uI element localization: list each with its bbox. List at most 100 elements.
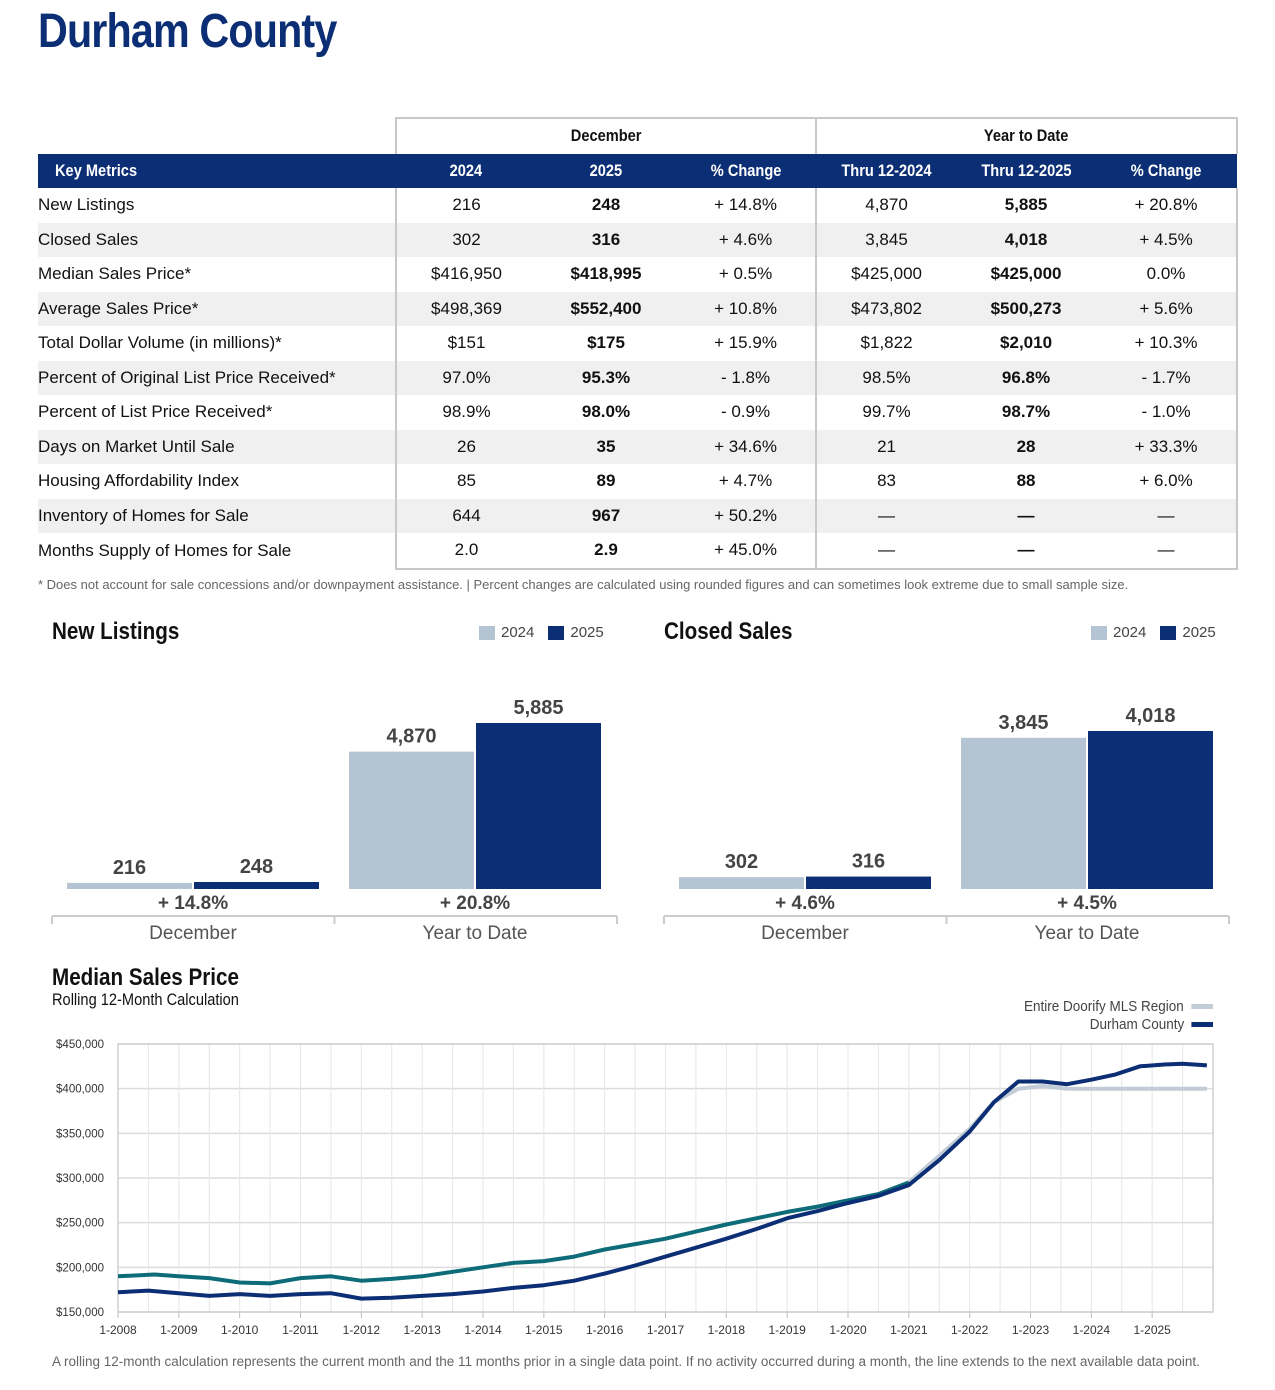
cell-ytd-2025: — (1017, 505, 1035, 525)
cell-ytd-2024: 98.5% (815, 360, 957, 395)
x-tick-label: 1-2022 (951, 1323, 989, 1337)
cell-dec-2024: 302 (395, 222, 536, 257)
bar-2024-1 (349, 751, 474, 889)
bar-2025-0 (194, 882, 319, 889)
metric-name: Median Sales Price* (38, 264, 192, 284)
cell-dec-change: + 34.6% (714, 436, 777, 456)
x-tick-label: 1-2019 (768, 1323, 806, 1337)
x-tick-label: 1-2015 (525, 1323, 563, 1337)
change-label: + 14.8% (158, 893, 228, 914)
cell-dec-change: + 10.8% (714, 298, 777, 318)
cell-dec-change: + 50.2% (714, 505, 777, 525)
cell-ytd-2025: — (956, 533, 1097, 570)
new-listings-legend: 2024 2025 (465, 624, 604, 641)
x-tick-label: 1-2014 (464, 1323, 502, 1337)
cell-ytd-change: — (1096, 498, 1239, 533)
cell-ytd-2024: $473,802 (815, 291, 957, 326)
group-header-ytd: Year to Date (815, 117, 1239, 154)
metric-name: Days on Market Until Sale (38, 436, 235, 456)
x-tick-label: 1-2013 (403, 1323, 441, 1337)
cell-ytd-2024: 4,870 (815, 188, 957, 223)
cell-dec-2024: $151 (395, 326, 536, 361)
metric-name: Inventory of Homes for Sale (38, 505, 249, 525)
category-label: December (149, 923, 237, 944)
rolling-calc-note: A rolling 12-month calculation represent… (52, 1354, 1200, 1369)
legend-county-line (1191, 1022, 1213, 1027)
cell-ytd-change: + 5.6% (1096, 291, 1239, 326)
y-tick-label: $250,000 (56, 1218, 104, 1230)
bar-value-label: 302 (725, 851, 758, 873)
table-row: Total Dollar Volume (in millions)* $151 $1… (38, 326, 1239, 361)
x-tick-label: 1-2024 (1073, 1323, 1111, 1337)
x-tick-label: 1-2020 (829, 1323, 867, 1337)
cell-dec-2025: 2.9 (536, 533, 676, 570)
x-tick-label: 1-2016 (586, 1323, 624, 1337)
table-row: Closed Sales 302 316 + 4.6% 3,845 4,018 + 4.5% (38, 222, 1239, 257)
bar-2025-0 (806, 876, 931, 889)
cell-ytd-2024: 99.7% (815, 395, 957, 430)
bar-value-label: 4,870 (386, 726, 436, 748)
group-header-december: December (394, 117, 817, 154)
x-tick-label: 1-2008 (99, 1323, 137, 1337)
table-footnote: * Does not account for sale concessions … (38, 577, 1129, 592)
x-tick-label: 1-2009 (160, 1323, 198, 1337)
y-tick-label: $300,000 (56, 1173, 104, 1185)
legend-county: Durham County (1090, 1016, 1213, 1033)
cell-ytd-2025: 4,018 (1004, 229, 1048, 249)
legend-swatch-2024 (1091, 625, 1107, 640)
bar-2025-1 (1088, 731, 1213, 889)
bar-value-label: 5,885 (513, 697, 563, 719)
cell-dec-change: + 14.8% (714, 195, 777, 215)
table-row: Percent of Original List Price Received*… (38, 360, 1239, 395)
cell-dec-2025: 316 (591, 229, 621, 249)
bar-value-label: 3,845 (998, 712, 1048, 734)
bar-2024-0 (679, 877, 804, 889)
cell-ytd-2025: 28 (1016, 436, 1036, 456)
cell-dec-2024: 97.0% (395, 360, 536, 395)
cell-dec-2024: 85 (395, 464, 536, 499)
cell-ytd-2024: — (815, 533, 957, 570)
cell-ytd-2024: $425,000 (815, 257, 957, 292)
bar-value-label: 316 (852, 851, 885, 873)
legend-region-line (1191, 1004, 1213, 1009)
table-row: Median Sales Price* $416,950 $418,995 + 0.5… (38, 257, 1239, 292)
median-price-subtitle: Rolling 12-Month Calculation (52, 990, 239, 1009)
y-tick-label: $450,000 (56, 1039, 104, 1051)
bar-2024-1 (961, 737, 1086, 889)
column-header-metric: Key Metrics (38, 153, 396, 188)
metric-name: Total Dollar Volume (in millions)* (38, 333, 282, 353)
cell-dec-change: + 15.9% (714, 333, 777, 353)
cell-ytd-2025: 96.8% (1001, 367, 1051, 387)
cell-ytd-2024: $1,822 (815, 326, 957, 361)
cell-dec-change: - 1.8% (720, 367, 771, 387)
change-label: + 20.8% (440, 893, 510, 914)
legend-region: Entire Doorify MLS Region (1024, 998, 1213, 1015)
column-header-dec-2024: 2024 (396, 153, 536, 188)
cell-dec-2025: $552,400 (570, 298, 642, 318)
cell-dec-2024: 26 (395, 429, 536, 464)
cell-ytd-change: + 6.0% (1096, 464, 1239, 499)
x-tick-label: 1-2021 (890, 1323, 928, 1337)
cell-ytd-2025: $500,273 (990, 298, 1062, 318)
region-line (117, 1180, 910, 1286)
cell-ytd-change: - 1.0% (1096, 395, 1239, 430)
metric-name: Average Sales Price* (38, 298, 199, 318)
category-label: Year to Date (423, 923, 528, 944)
cell-dec-2025: 35 (596, 436, 616, 456)
cell-dec-change: - 0.9% (720, 402, 771, 422)
column-header-dec-2025: 2025 (536, 153, 676, 188)
cell-dec-change: + 45.0% (676, 533, 817, 570)
metric-name: Months Supply of Homes for Sale (38, 540, 292, 560)
x-tick-label: 1-2012 (343, 1323, 381, 1337)
cell-ytd-2024: 83 (815, 464, 957, 499)
cell-dec-2024: 216 (395, 188, 536, 223)
column-header-ytd-2025: Thru 12-2025 (956, 153, 1097, 188)
cell-dec-2025: 967 (591, 505, 621, 525)
column-header-ytd-change: % Change (1096, 153, 1238, 188)
county-line (117, 1061, 1208, 1301)
page-title: Durham County (38, 5, 337, 58)
cell-ytd-2025: 88 (1016, 471, 1036, 491)
closed-sales-title: Closed Sales (664, 618, 793, 645)
median-price-title: Median Sales Price (52, 964, 240, 991)
